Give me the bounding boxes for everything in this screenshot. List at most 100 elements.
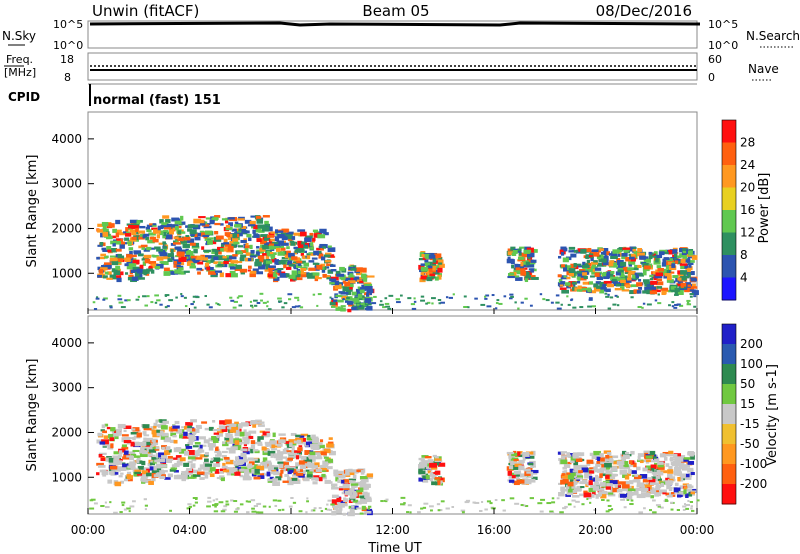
echo-cell <box>230 273 238 278</box>
echo-cell <box>680 455 686 459</box>
echo-cell <box>663 456 668 461</box>
echo-cell <box>561 473 566 476</box>
echo-cell <box>152 238 159 243</box>
echo-cell <box>242 450 250 455</box>
echo-cell <box>387 307 392 310</box>
echo-cell <box>297 262 302 267</box>
echo-cell <box>656 265 662 269</box>
echo-cell <box>681 251 689 256</box>
echo-cell <box>515 267 520 271</box>
echo-cell <box>155 472 161 478</box>
echo-cell <box>527 254 531 258</box>
echo-cell <box>343 498 348 503</box>
echo-cell <box>240 422 249 427</box>
echo-cell <box>596 285 604 290</box>
echo-cell <box>350 488 355 493</box>
echo-cell <box>348 266 353 271</box>
echo-cell <box>429 505 434 508</box>
echo-cell <box>343 479 350 483</box>
echo-cell <box>512 450 517 454</box>
echo-cell <box>591 455 597 460</box>
echo-cell <box>201 246 205 250</box>
echo-cell <box>557 282 565 287</box>
echo-cell <box>620 261 627 267</box>
echo-cell <box>424 464 429 468</box>
echo-cell <box>496 299 500 302</box>
echo-cell <box>254 304 258 307</box>
x-tick-label: 20:00 <box>578 523 613 537</box>
echo-cell <box>287 468 295 472</box>
echo-cell <box>388 294 394 297</box>
echo-cell <box>510 295 514 298</box>
echo-cell <box>113 270 121 276</box>
echo-cell <box>109 235 117 239</box>
echo-cell <box>203 466 211 471</box>
echo-cell <box>108 433 114 438</box>
echo-cell <box>203 249 211 253</box>
echo-cell <box>620 456 625 459</box>
echo-cell <box>248 237 252 242</box>
echo-cell <box>366 473 374 478</box>
echo-cell <box>351 306 359 311</box>
echo-cell <box>683 457 691 460</box>
echo-cell <box>223 247 231 252</box>
echo-cell <box>329 278 337 282</box>
echo-cell <box>291 236 296 240</box>
echo-cell <box>262 457 268 462</box>
echo-cell <box>617 269 624 273</box>
echo-cell <box>97 274 102 278</box>
echo-cell <box>141 460 146 466</box>
echo-cell <box>621 484 630 489</box>
echo-cell <box>118 301 124 304</box>
cpid-panel: CPID normal (fast) 151 <box>8 83 697 108</box>
echo-cell <box>300 267 307 271</box>
echo-cell <box>326 275 330 278</box>
echo-cell <box>432 258 437 263</box>
echo-cell <box>165 219 171 224</box>
echo-cell <box>204 230 213 235</box>
echo-cell <box>625 257 631 262</box>
echo-cell <box>603 276 610 280</box>
echo-cell <box>98 453 103 458</box>
echo-cell <box>162 420 169 424</box>
echo-cell <box>151 227 158 230</box>
echo-cell <box>249 300 253 303</box>
echo-cell <box>100 267 108 271</box>
echo-cell <box>580 248 587 254</box>
echo-cell <box>176 429 183 434</box>
echo-cell <box>460 509 466 512</box>
echo-cell <box>274 467 279 470</box>
echo-cell <box>562 470 567 475</box>
echo-cell <box>231 426 239 430</box>
echo-cell <box>204 255 212 259</box>
echo-cell <box>218 469 225 473</box>
echo-cell <box>664 498 668 501</box>
echo-cell <box>179 457 186 462</box>
echo-cell <box>162 242 167 246</box>
echo-cell <box>104 501 107 504</box>
echo-cell <box>652 271 657 275</box>
echo-cell <box>639 255 646 260</box>
echo-cell <box>256 246 260 249</box>
echo-cell <box>562 466 567 470</box>
echo-cell <box>277 233 285 239</box>
echo-cell <box>670 286 677 290</box>
echo-cell <box>240 225 247 229</box>
echo-cell <box>341 479 345 484</box>
echo-cell <box>313 507 317 510</box>
echo-cell <box>96 296 99 299</box>
colorbar-swatch <box>722 187 736 211</box>
echo-cell <box>258 229 265 233</box>
echo-cell <box>426 254 431 260</box>
echo-cell <box>590 261 599 265</box>
freq-left-tick-bottom: 8 <box>64 71 71 84</box>
echo-cell <box>245 434 252 437</box>
echo-cell <box>507 248 514 254</box>
echo-cell <box>297 240 302 246</box>
echo-cell <box>349 287 353 290</box>
echo-cell <box>668 486 673 492</box>
echo-cell <box>105 457 109 462</box>
echo-cell <box>102 225 107 230</box>
echo-cell <box>97 266 101 271</box>
echo-cell <box>385 305 391 308</box>
